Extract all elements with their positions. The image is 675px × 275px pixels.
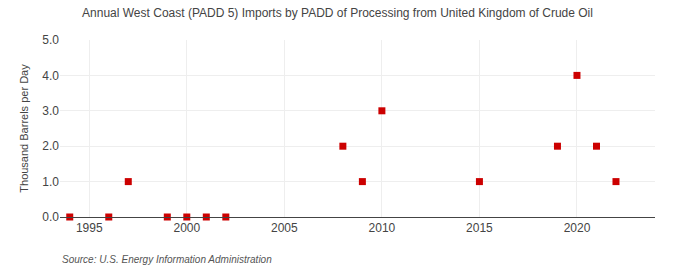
svg-text:Source: U.S. Energy Informatio: Source: U.S. Energy Information Administ…: [62, 254, 272, 265]
svg-text:5.0: 5.0: [42, 33, 59, 47]
svg-text:Annual West Coast (PADD 5) Imp: Annual West Coast (PADD 5) Imports by PA…: [82, 6, 593, 20]
svg-text:Thousand Barrels per Day: Thousand Barrels per Day: [18, 64, 30, 193]
svg-text:2.0: 2.0: [42, 139, 59, 153]
svg-text:2020: 2020: [564, 221, 591, 235]
svg-text:1995: 1995: [76, 221, 103, 235]
svg-text:4.0: 4.0: [42, 69, 59, 83]
svg-text:2005: 2005: [271, 221, 298, 235]
svg-text:1.0: 1.0: [42, 175, 59, 189]
svg-text:3.0: 3.0: [42, 104, 59, 118]
svg-text:2010: 2010: [369, 221, 396, 235]
svg-text:0.0: 0.0: [42, 210, 59, 224]
svg-text:2015: 2015: [466, 221, 493, 235]
svg-text:2000: 2000: [173, 221, 200, 235]
